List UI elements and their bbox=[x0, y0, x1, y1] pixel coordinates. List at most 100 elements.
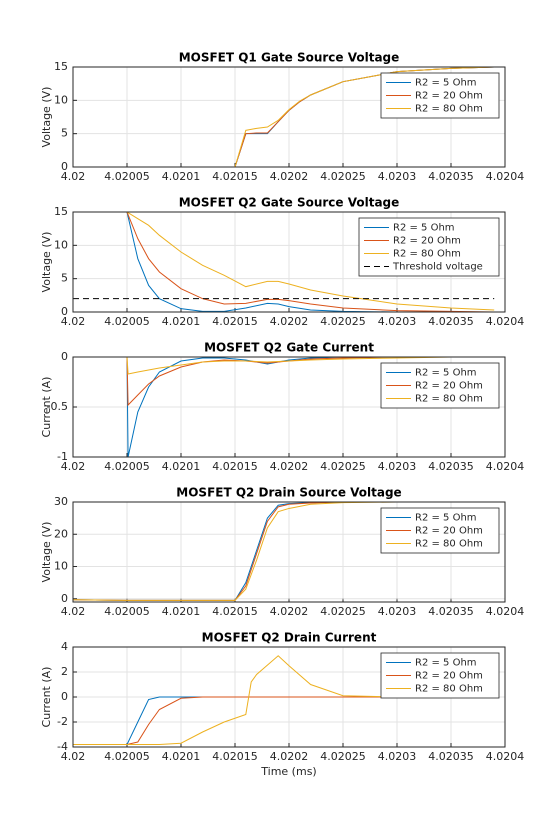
y-tick-label: 5 bbox=[61, 272, 68, 285]
y-tick-label: 0 bbox=[61, 350, 68, 363]
x-tick-label: 4.02035 bbox=[428, 605, 474, 618]
chart-title: MOSFET Q2 Drain Current bbox=[202, 631, 377, 645]
legend-label: R2 = 5 Ohm bbox=[415, 658, 477, 669]
series-line bbox=[72, 501, 495, 601]
y-axis-label: Voltage (V) bbox=[40, 87, 53, 148]
series-line bbox=[73, 211, 495, 311]
x-tick-label: 4.0202 bbox=[270, 605, 309, 618]
legend-label: R2 = 80 Ohm bbox=[415, 539, 483, 550]
axes-box bbox=[72, 501, 506, 603]
series-line bbox=[73, 696, 495, 745]
x-tick-label: 4.0201 bbox=[162, 170, 201, 183]
legend-label: R2 = 20 Ohm bbox=[393, 236, 461, 247]
y-tick-label: 0 bbox=[61, 305, 68, 318]
x-tick-label: 4.02025 bbox=[320, 170, 366, 183]
chart-title: MOSFET Q2 Drain Source Voltage bbox=[176, 486, 401, 500]
y-tick-label: 0 bbox=[61, 690, 68, 703]
legend-label: R2 = 5 Ohm bbox=[415, 78, 477, 89]
x-tick-label: 4.0201 bbox=[162, 460, 201, 473]
subplot: 4.02 4.02005 4.0201 4.02015 4.0202 4.02025 4.0… bbox=[40, 51, 524, 184]
x-tick-label: 4.02015 bbox=[212, 315, 258, 328]
x-tick-label: 4.0203 bbox=[378, 750, 417, 763]
x-tick-label: 4.02035 bbox=[428, 460, 474, 473]
x-tick-label: 4.0202 bbox=[270, 460, 309, 473]
y-tick-label: 10 bbox=[54, 93, 68, 106]
x-tick-label: 4.02015 bbox=[212, 170, 258, 183]
subplot: 4.02 4.02005 4.0201 4.02015 4.0202 4.02025 4.0… bbox=[40, 196, 524, 329]
y-tick-label: -1 bbox=[57, 450, 68, 463]
y-tick-label: 0 bbox=[61, 160, 68, 173]
x-tick-label: 4.0204 bbox=[486, 605, 525, 618]
x-tick-label: 4.0202 bbox=[270, 315, 309, 328]
y-tick-label: 10 bbox=[54, 238, 68, 251]
y-tick-label: 10 bbox=[54, 560, 68, 573]
legend-label: Threshold voltage bbox=[392, 262, 483, 273]
x-tick-label: 4.0202 bbox=[270, 170, 309, 183]
series-line bbox=[73, 356, 495, 375]
x-tick-label: 4.0203 bbox=[378, 170, 417, 183]
x-tick-label: 4.02015 bbox=[212, 460, 258, 473]
y-tick-label: 4 bbox=[61, 640, 68, 653]
legend-label: R2 = 5 Ohm bbox=[393, 223, 455, 234]
x-tick-label: 4.0201 bbox=[162, 750, 201, 763]
legend-label: R2 = 5 Ohm bbox=[415, 513, 477, 524]
chart-title: MOSFET Q1 Gate Source Voltage bbox=[179, 51, 400, 65]
y-tick-label: 2 bbox=[61, 665, 68, 678]
x-axis-label: Time (ms) bbox=[260, 765, 316, 778]
legend-label: R2 = 80 Ohm bbox=[415, 684, 483, 695]
y-tick-label: 15 bbox=[54, 205, 68, 218]
x-tick-label: 4.02005 bbox=[104, 605, 150, 618]
y-tick-label: 5 bbox=[61, 127, 68, 140]
x-tick-label: 4.0204 bbox=[486, 315, 525, 328]
x-tick-label: 4.02005 bbox=[104, 460, 150, 473]
y-tick-label: -2 bbox=[57, 715, 68, 728]
legend-label: R2 = 20 Ohm bbox=[415, 526, 483, 537]
x-tick-label: 4.02025 bbox=[320, 605, 366, 618]
series-line bbox=[73, 211, 495, 313]
legend: R2 = 5 Ohm R2 = 20 Ohm R2 = 80 Ohm bbox=[380, 652, 500, 699]
legend-label: R2 = 80 Ohm bbox=[415, 104, 483, 115]
x-tick-label: 4.0202 bbox=[270, 750, 309, 763]
x-tick-label: 4.02005 bbox=[104, 750, 150, 763]
x-tick-label: 4.02035 bbox=[428, 170, 474, 183]
axes-box bbox=[72, 211, 506, 313]
x-tick-label: 4.02005 bbox=[104, 170, 150, 183]
y-axis-label: Voltage (V) bbox=[40, 522, 53, 583]
axes-box bbox=[72, 356, 506, 458]
y-tick-label: 15 bbox=[54, 60, 68, 73]
axes-box bbox=[72, 66, 506, 168]
legend-label: R2 = 80 Ohm bbox=[415, 394, 483, 405]
y-tick-label: -4 bbox=[57, 740, 68, 753]
y-tick-label: -0.5 bbox=[47, 400, 68, 413]
legend: R2 = 5 Ohm R2 = 20 Ohm R2 = 80 Ohm Threshol… bbox=[358, 217, 500, 277]
y-axis-label: Current (A) bbox=[40, 377, 53, 438]
y-tick-label: 30 bbox=[54, 495, 68, 508]
y-axis-label: Voltage (V) bbox=[40, 232, 53, 293]
subplot: 4.02 4.02005 4.0201 4.02015 4.0202 4.02025 4.0… bbox=[40, 486, 524, 619]
x-tick-label: 4.0204 bbox=[486, 750, 525, 763]
x-tick-label: 4.02005 bbox=[104, 315, 150, 328]
x-tick-label: 4.02015 bbox=[212, 605, 258, 618]
x-tick-label: 4.0204 bbox=[486, 460, 525, 473]
x-tick-label: 4.02 bbox=[61, 460, 86, 473]
chart-title: MOSFET Q2 Gate Current bbox=[204, 341, 374, 355]
x-tick-label: 4.0203 bbox=[378, 460, 417, 473]
subplot: 4.02 4.02005 4.0201 4.02015 4.0202 4.02025 4.0… bbox=[40, 631, 524, 779]
x-tick-label: 4.02 bbox=[61, 170, 86, 183]
y-tick-label: 0 bbox=[61, 592, 68, 605]
x-tick-label: 4.02015 bbox=[212, 750, 258, 763]
series-line bbox=[73, 356, 495, 407]
legend-label: R2 = 20 Ohm bbox=[415, 671, 483, 682]
x-tick-label: 4.0201 bbox=[162, 605, 201, 618]
x-tick-label: 4.02035 bbox=[428, 315, 474, 328]
x-tick-label: 4.02025 bbox=[320, 460, 366, 473]
legend-label: R2 = 20 Ohm bbox=[415, 381, 483, 392]
x-tick-label: 4.02025 bbox=[320, 750, 366, 763]
x-tick-label: 4.0201 bbox=[162, 315, 201, 328]
y-tick-label: 20 bbox=[54, 527, 68, 540]
x-tick-label: 4.02 bbox=[61, 605, 86, 618]
x-tick-label: 4.02 bbox=[61, 315, 86, 328]
axes-box bbox=[72, 646, 506, 748]
legend: R2 = 5 Ohm R2 = 20 Ohm R2 = 80 Ohm bbox=[380, 362, 500, 409]
